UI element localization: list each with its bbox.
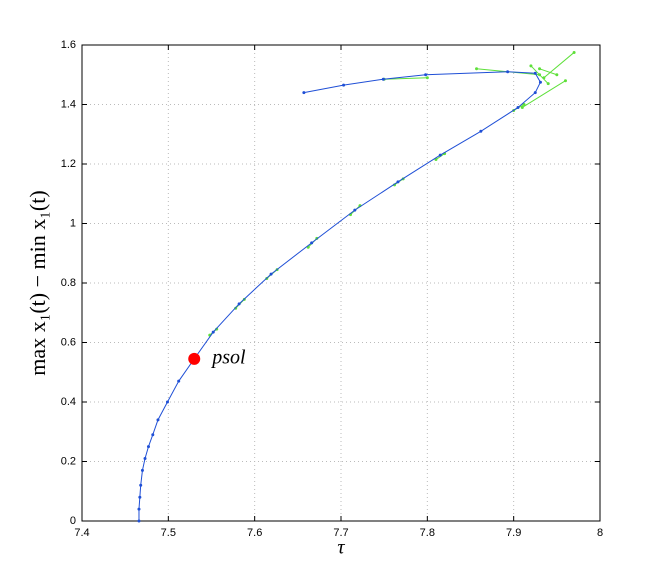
- x-tick-label: 7.6: [247, 527, 262, 539]
- point: [516, 105, 520, 109]
- point: [140, 468, 144, 472]
- point: [237, 302, 241, 306]
- point: [139, 483, 143, 487]
- point: [475, 67, 479, 71]
- point: [310, 241, 314, 245]
- annotation-point: [188, 352, 201, 365]
- point: [138, 495, 142, 499]
- point: [520, 105, 524, 109]
- x-tick-label: 7.4: [74, 527, 89, 539]
- point: [546, 82, 550, 86]
- point: [211, 330, 215, 334]
- point: [424, 73, 428, 77]
- y-tick-label: 0.8: [61, 277, 76, 289]
- point: [302, 91, 306, 95]
- y-tick-label: 1.4: [61, 98, 76, 110]
- y-tick-label: 1.2: [61, 158, 76, 170]
- point: [533, 71, 537, 75]
- point: [177, 379, 181, 383]
- y-axis-label: max x₁(t) − min x₁(t): [25, 190, 50, 375]
- point: [542, 76, 546, 80]
- point: [269, 272, 273, 276]
- point: [381, 77, 385, 81]
- point: [522, 103, 526, 106]
- x-tick-label: 7.5: [161, 527, 176, 539]
- point: [137, 507, 141, 511]
- annotation-label: psol: [210, 346, 246, 368]
- point: [353, 208, 357, 212]
- point: [533, 91, 537, 95]
- point: [563, 79, 567, 83]
- point: [396, 180, 400, 184]
- point: [143, 457, 147, 461]
- point: [151, 433, 155, 437]
- plot-frame: [81, 44, 601, 522]
- x-tick-label: 7.9: [506, 527, 521, 539]
- point: [425, 76, 429, 80]
- y-tick-label: 0.6: [61, 336, 76, 348]
- point: [555, 73, 559, 77]
- point: [572, 50, 576, 54]
- y-tick-label: 0: [70, 515, 76, 527]
- point: [506, 70, 510, 74]
- point: [165, 400, 169, 404]
- y-tick-label: 0.2: [61, 455, 76, 467]
- point: [438, 153, 442, 157]
- x-tick-label: 7.7: [333, 527, 348, 539]
- point: [479, 129, 483, 133]
- point: [342, 83, 346, 87]
- x-axis-label: τ: [337, 537, 345, 559]
- x-tick-label: 8: [597, 527, 603, 539]
- y-tick-label: 1: [70, 217, 76, 229]
- point: [137, 519, 141, 523]
- y-tick-label: 0.4: [61, 396, 76, 408]
- point: [538, 80, 542, 84]
- point: [146, 445, 150, 449]
- point: [538, 73, 542, 77]
- x-tick-label: 7.8: [420, 527, 435, 539]
- point: [538, 67, 542, 71]
- point: [156, 418, 160, 422]
- y-tick-label: 1.6: [61, 39, 76, 51]
- point: [529, 64, 533, 68]
